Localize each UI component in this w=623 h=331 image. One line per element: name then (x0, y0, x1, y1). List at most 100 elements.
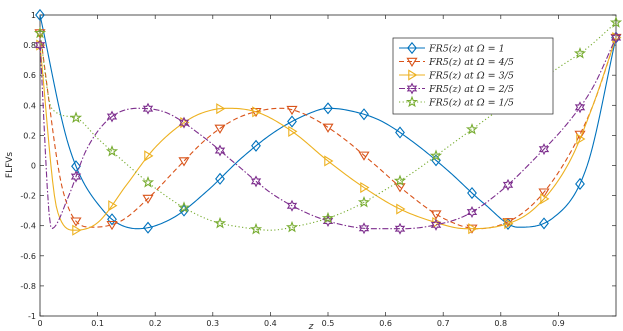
series-4 (34, 31, 622, 235)
x-tick-label: 0.7 (437, 319, 450, 328)
x-axis-label: z (308, 322, 314, 331)
x-tick-label: 0.8 (494, 319, 507, 328)
series-point (70, 217, 82, 227)
series-point (286, 199, 298, 212)
series-point (107, 213, 117, 226)
series-1 (35, 8, 621, 234)
series-point (285, 220, 299, 233)
legend-label: FR5(z) at Ω = 1/5 (428, 98, 514, 109)
series-point (430, 218, 442, 231)
series-point (286, 105, 298, 116)
legend-marker (407, 41, 417, 55)
x-tick-label: 0.3 (206, 319, 219, 328)
legend-label: FR5(z) at Ω = 4/5 (428, 57, 514, 68)
series-point (213, 216, 227, 229)
series-point (468, 223, 478, 235)
legend-marker (406, 57, 418, 67)
series-point (393, 174, 407, 187)
series-point (576, 133, 586, 145)
series-point (143, 221, 153, 234)
y-tick-label: 1 (31, 11, 36, 20)
y-tick-label: -0.4 (20, 222, 36, 231)
series-point (322, 123, 334, 133)
series-point (502, 178, 514, 191)
series-point (610, 31, 622, 44)
y-tick-label: -0.6 (20, 252, 36, 261)
series-point (35, 8, 45, 22)
series-point (214, 124, 226, 134)
series-point (504, 218, 514, 230)
series-point (394, 183, 406, 193)
series-point (360, 181, 370, 194)
legend-marker (408, 69, 418, 81)
series-point (108, 200, 118, 212)
y-tick-label: 0.4 (23, 101, 36, 110)
series-point (466, 206, 478, 219)
series-point (538, 143, 550, 156)
series-point (142, 194, 154, 204)
series-line (39, 32, 617, 230)
x-tick-label: 0.1 (91, 319, 104, 328)
series-point (34, 39, 46, 52)
series-point (69, 111, 83, 123)
series-point (142, 102, 154, 115)
series-point (250, 175, 262, 188)
series-point (105, 144, 119, 157)
series-point (252, 106, 262, 118)
series-point (72, 224, 82, 236)
series-point (324, 155, 334, 167)
y-tick-label: -1 (28, 312, 36, 321)
x-tick-label: 0 (37, 319, 42, 328)
series-point (215, 172, 225, 185)
series-point (216, 103, 226, 115)
series-point (33, 26, 47, 39)
series-point (178, 157, 190, 167)
legend-label: FR5(z) at Ω = 2/5 (428, 84, 514, 95)
series-point (573, 47, 587, 59)
legend-marker (405, 95, 419, 108)
series-point (323, 102, 333, 115)
y-tick-label: 0.2 (23, 131, 36, 140)
series-point (467, 186, 477, 200)
legend-label: FR5(z) at Ω = 1 (428, 44, 505, 55)
series-point (539, 217, 549, 230)
series-point (540, 193, 550, 205)
series-point (395, 126, 405, 139)
series-point (177, 201, 191, 213)
series-point (394, 222, 406, 235)
series-point (70, 170, 82, 183)
series-point (144, 150, 154, 162)
x-tick-label: 0.5 (322, 319, 335, 328)
series-point (358, 222, 370, 235)
series-point (574, 101, 586, 114)
series-point (321, 211, 335, 224)
series-point (465, 122, 479, 135)
series-point (106, 220, 118, 231)
series-point (357, 195, 371, 208)
series-point (178, 116, 190, 129)
series-group (33, 8, 623, 236)
series-point (609, 16, 623, 28)
series-point (214, 144, 226, 157)
series-point (322, 215, 334, 228)
y-tick-label: 0 (31, 162, 36, 171)
y-tick-label: -0.8 (20, 282, 36, 291)
legend-label: FR5(z) at Ω = 3/5 (428, 71, 514, 82)
x-tick-label: 0.6 (379, 319, 392, 328)
axis-ticks: 0 0.1 0.2 0.3 0.4 0.5 0.6 0.7 0.8 0.9 -1 -0.8 -0.6 -0… (20, 11, 616, 328)
series-line (39, 37, 617, 230)
x-tick-label: 0.9 (552, 319, 565, 328)
x-tick-label: 0.4 (264, 319, 277, 328)
series-point (106, 110, 118, 123)
series-point (359, 108, 369, 121)
series-point (396, 203, 406, 215)
series-point (575, 177, 585, 191)
x-tick-label: 0.2 (149, 319, 162, 328)
series-point (288, 125, 298, 137)
legend-marker (406, 82, 418, 95)
y-axis-label: FLFVs (5, 152, 15, 179)
series-point (358, 151, 370, 161)
y-tick-label: -0.2 (20, 192, 36, 201)
y-tick-label: 0.6 (23, 71, 36, 80)
